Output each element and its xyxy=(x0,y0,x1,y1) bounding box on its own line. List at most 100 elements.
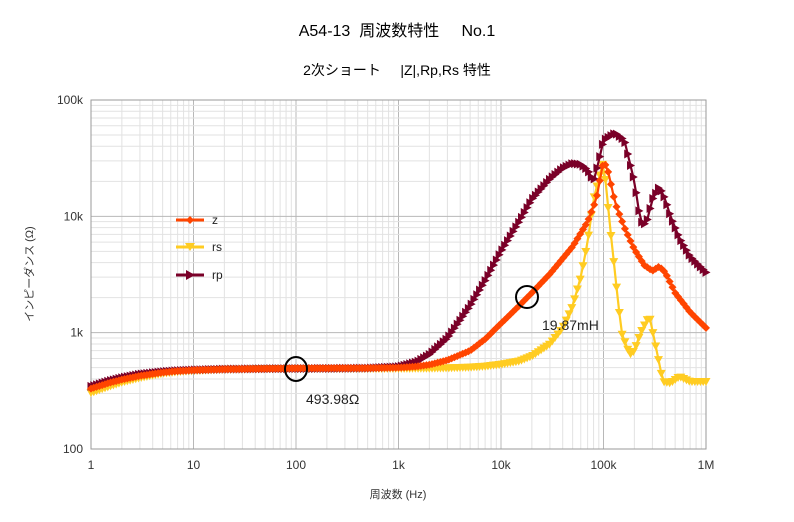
data-point-rs xyxy=(561,316,571,325)
data-point-rs xyxy=(567,304,577,313)
data-point-rp xyxy=(515,217,524,227)
x-tick-label: 1k xyxy=(392,458,406,472)
data-point-rs xyxy=(614,309,624,318)
x-tick-label: 1M xyxy=(698,458,715,472)
data-point-z xyxy=(702,323,710,332)
data-point-rp xyxy=(618,134,627,144)
data-point-rp xyxy=(448,327,457,337)
data-point-z xyxy=(581,220,590,229)
annotations: 493.98Ω 19.87mH xyxy=(284,285,599,407)
data-point-rp xyxy=(652,188,661,198)
data-point-rp xyxy=(490,260,499,270)
data-point-rs xyxy=(648,329,658,338)
x-tick-label: 1 xyxy=(88,458,95,472)
data-point-rs xyxy=(637,326,647,335)
data-point-z xyxy=(668,283,677,292)
data-point-rp xyxy=(459,311,468,321)
annotation-circle-resistance xyxy=(284,356,308,382)
data-point-rp xyxy=(585,167,594,177)
data-point-z xyxy=(592,191,601,200)
data-point-rs xyxy=(640,321,649,330)
data-point-rp xyxy=(657,186,666,196)
data-point-z xyxy=(587,207,596,216)
legend-item-z: z xyxy=(176,213,218,227)
data-point-rp xyxy=(487,265,496,275)
data-point-rp xyxy=(467,299,476,309)
data-point-rp xyxy=(668,216,677,226)
data-point-rp xyxy=(702,267,711,277)
data-point-rp xyxy=(520,208,529,218)
annotation-resistance: 493.98Ω xyxy=(306,391,359,407)
data-point-rp xyxy=(627,161,636,171)
data-point-z xyxy=(615,210,624,219)
annotation-inductance: 19.87mH xyxy=(542,317,599,333)
data-point-z xyxy=(626,236,635,245)
data-point-rs xyxy=(570,295,580,304)
data-point-rs xyxy=(564,310,574,319)
data-point-rp xyxy=(495,250,504,260)
data-point-z xyxy=(604,167,613,176)
grid xyxy=(90,100,706,450)
data-point-rs xyxy=(623,345,633,354)
data-point-rp xyxy=(646,203,655,213)
y-tick-label: 1k xyxy=(70,326,84,340)
data-point-rp xyxy=(498,245,507,255)
legend: z rs rp xyxy=(176,213,223,282)
data-point-rp xyxy=(518,212,526,222)
data-point-rs xyxy=(645,315,655,324)
data-point-z xyxy=(606,180,615,189)
data-point-rp xyxy=(473,290,482,300)
legend-label-rp: rp xyxy=(212,268,223,282)
data-point-rp xyxy=(621,137,630,147)
data-point-rp xyxy=(666,209,675,219)
data-point-z xyxy=(609,192,618,201)
chart-title: A54-13 周波数特性 No.1 xyxy=(299,22,496,40)
y-tick-label: 100k xyxy=(57,93,84,107)
data-point-rp xyxy=(478,280,487,290)
data-point-rs xyxy=(651,342,661,351)
data-point-z xyxy=(595,176,604,185)
data-point-rp xyxy=(484,270,493,280)
data-point-rp xyxy=(450,323,459,333)
data-point-z xyxy=(612,202,621,211)
data-point-rs xyxy=(600,175,610,184)
data-point-rp xyxy=(445,331,454,341)
data-point-rp xyxy=(671,223,680,233)
data-point-z xyxy=(584,215,593,224)
data-point-rp xyxy=(504,236,513,246)
x-tick-label: 100 xyxy=(286,458,306,472)
y-axis-label: インピーダンス (Ω) xyxy=(22,226,36,321)
data-point-rs xyxy=(631,342,641,351)
data-point-rs xyxy=(581,247,591,256)
x-tick-label: 10 xyxy=(187,458,201,472)
x-tick-label: 10k xyxy=(491,458,511,472)
data-point-rp xyxy=(643,215,652,225)
data-point-rp xyxy=(492,255,501,265)
data-point-rp xyxy=(635,206,644,216)
data-point-rp xyxy=(462,307,471,317)
data-point-rs xyxy=(653,356,663,365)
data-point-rp xyxy=(599,139,608,149)
data-point-rp xyxy=(641,219,649,229)
data-point-rp xyxy=(501,240,510,250)
annotation-circle-inductance xyxy=(515,285,539,309)
data-point-rs xyxy=(628,348,638,357)
data-point-rp xyxy=(677,236,686,246)
data-point-rs xyxy=(603,204,613,213)
chart-subtitle: 2次ショート |Z|,Rp,Rs 特性 xyxy=(303,62,491,78)
data-point-rp xyxy=(593,163,602,173)
legend-item-rp: rp xyxy=(176,268,223,282)
data-point-z xyxy=(623,230,632,239)
data-point-z xyxy=(662,271,671,280)
data-point-rs xyxy=(634,333,644,342)
legend-item-rs: rs xyxy=(176,240,222,254)
data-point-rp xyxy=(526,198,535,208)
data-point-rs xyxy=(572,285,582,294)
data-point-rp xyxy=(649,193,658,203)
data-point-rp xyxy=(453,319,462,329)
data-point-rp xyxy=(464,303,473,313)
data-point-rs xyxy=(609,258,619,267)
data-point-rp xyxy=(476,285,485,295)
axis-ticks: 1 10 100 1k 10k 100k 1M 100 1k 10k 100k xyxy=(57,93,714,472)
